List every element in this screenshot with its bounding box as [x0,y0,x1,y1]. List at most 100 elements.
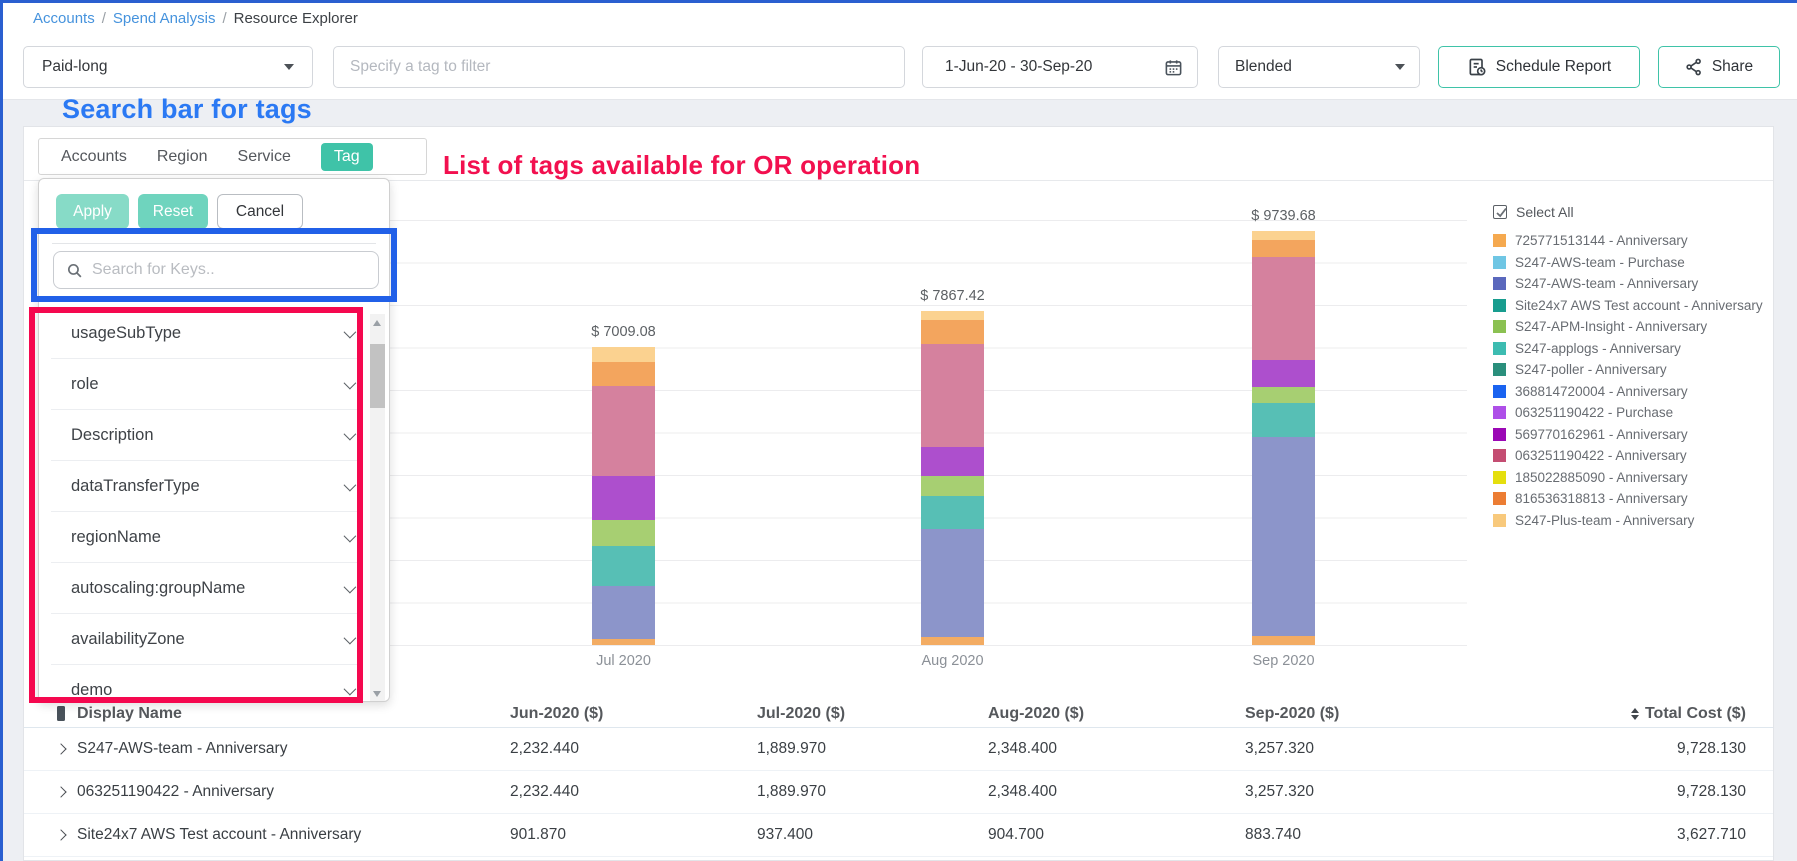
scrollbar-thumb[interactable] [370,344,385,408]
legend-item[interactable]: S247-APM-Insight - Anniversary [1493,316,1763,338]
section-divider [24,180,1773,181]
legend-item[interactable]: 725771513144 - Anniversary [1493,230,1763,252]
tag-key-item[interactable]: regionName [51,512,363,563]
legend-item[interactable]: S247-applogs - Anniversary [1493,338,1763,360]
row-value-cell: 904.700 [988,826,1045,843]
schedule-report-button[interactable]: Schedule Report [1438,46,1640,88]
share-label: Share [1711,58,1754,75]
expand-chevron-icon[interactable] [55,786,67,798]
bar-segment[interactable] [921,344,984,447]
tag-key-item[interactable]: role [51,359,363,410]
scroll-down-icon[interactable] [373,691,381,697]
tag-key-item[interactable]: Description [51,410,363,461]
cancel-button[interactable]: Cancel [217,194,303,229]
table-row[interactable]: S247-AWS-team - Anniversary 2,232.440 1,88… [24,728,1773,771]
stacked-bar[interactable] [1252,231,1315,645]
bar-segment[interactable] [1252,231,1315,241]
stacked-bar[interactable] [921,310,984,645]
tag-key-item[interactable]: autoscaling:groupName [51,563,363,614]
legend-item[interactable]: 063251190422 - Purchase [1493,402,1763,424]
tab-tag[interactable]: Tag [320,142,373,171]
bar-segment[interactable] [592,585,655,639]
x-axis-label: Aug 2020 [921,653,984,669]
bar-segment[interactable] [1252,240,1315,258]
expand-chevron-icon[interactable] [55,829,67,841]
bar-segment[interactable] [921,476,984,497]
bar-segment[interactable] [592,519,655,546]
legend-item[interactable]: S247-AWS-team - Purchase [1493,252,1763,274]
bar-segment[interactable] [592,545,655,586]
bar-segment[interactable] [1252,360,1315,388]
bar-segment[interactable] [1252,635,1315,645]
legend-item[interactable]: 063251190422 - Anniversary [1493,445,1763,467]
legend-select-all[interactable]: Select All [1493,204,1763,220]
bar-segment[interactable] [592,475,655,520]
legend-item[interactable]: S247-Plus-team - Anniversary [1493,510,1763,532]
sort-icon[interactable] [1630,707,1639,720]
row-display-name: Site24x7 AWS Test account - Anniversary [77,826,362,843]
bar-segment[interactable] [921,310,984,321]
legend-label: S247-Plus-team - Anniversary [1515,512,1695,528]
cost-type-dropdown[interactable]: Blended [1218,46,1420,88]
legend-item[interactable]: S247-poller - Anniversary [1493,359,1763,381]
legend-label: 185022885090 - Anniversary [1515,469,1688,485]
bar-segment[interactable] [921,320,984,345]
legend-swatch [1493,470,1506,484]
row-value-cell: 3,257.320 [1245,783,1314,800]
date-range-picker[interactable]: 1-Jun-20 - 30-Sep-20 [922,46,1198,88]
apply-button[interactable]: Apply [56,194,129,229]
header-bar: Accounts / Spend Analysis / Resource Exp… [0,0,1797,100]
legend-item[interactable]: Site24x7 AWS Test account - Anniversary [1493,295,1763,317]
breadcrumb-spend-analysis[interactable]: Spend Analysis [112,10,216,27]
legend-item[interactable]: 185022885090 - Anniversary [1493,467,1763,489]
tag-key-item[interactable]: availabilityZone [51,614,363,665]
scroll-up-icon[interactable] [373,320,381,326]
bar-segment[interactable] [1252,387,1315,403]
tag-filter-popup: Apply Reset Cancel usageSubType role Descr… [38,178,390,702]
legend-item[interactable]: 569770162961 - Anniversary [1493,424,1763,446]
breadcrumb-accounts[interactable]: Accounts [33,10,95,27]
bar-segment[interactable] [592,347,655,363]
reset-button[interactable]: Reset [138,194,208,229]
legend-item[interactable]: 816536318813 - Anniversary [1493,488,1763,510]
tag-key-item[interactable]: dataTransferType [51,461,363,512]
legend-swatch [1493,255,1506,269]
bar-segment[interactable] [921,496,984,529]
legend-item[interactable]: 368814720004 - Anniversary [1493,381,1763,403]
bar-segment[interactable] [921,528,984,637]
bar-segment[interactable] [592,385,655,476]
tag-filter-input[interactable] [334,47,904,87]
bar-segment[interactable] [921,446,984,477]
tag-key-search-input[interactable] [92,261,368,279]
bar-segment[interactable] [1252,436,1315,636]
legend-item[interactable]: S247-AWS-team - Anniversary [1493,273,1763,295]
row-value-cell: 3,257.320 [1245,740,1314,757]
tab-accounts[interactable]: Accounts [61,147,127,165]
tag-key-label: dataTransferType [71,476,200,495]
legend-label: Site24x7 AWS Test account - Anniversary [1515,297,1763,313]
stacked-bar[interactable] [592,347,655,645]
tag-key-item[interactable]: demo [51,665,363,701]
row-name-cell: S247-AWS-team - Anniversary [55,740,510,758]
legend-label: 063251190422 - Anniversary [1515,448,1687,464]
bar-segment[interactable] [1252,402,1315,437]
tab-service[interactable]: Service [237,147,291,165]
x-axis-label: Sep 2020 [1252,653,1315,669]
checkbox-checked-icon[interactable] [1493,205,1507,219]
scrollbar[interactable] [370,314,385,701]
legend-swatch [1493,513,1506,527]
account-dropdown[interactable]: Paid-long [23,46,313,88]
expand-chevron-icon[interactable] [55,743,67,755]
bar-segment[interactable] [921,636,984,645]
tag-key-label: autoscaling:groupName [71,578,246,597]
bar-segment[interactable] [592,638,655,645]
bar-segment[interactable] [1252,257,1315,361]
row-value-cell: 3,627.710 [1677,826,1746,843]
table-row[interactable]: 063251190422 - Anniversary 2,232.440 1,889… [24,771,1773,814]
bar-segment[interactable] [592,362,655,386]
tag-key-item[interactable]: usageSubType [51,308,363,359]
tab-region[interactable]: Region [156,147,208,165]
share-button[interactable]: Share [1658,46,1780,88]
table-row[interactable]: Site24x7 AWS Test account - Anniversary 9… [24,814,1773,857]
annotation-blue-box [31,228,397,302]
